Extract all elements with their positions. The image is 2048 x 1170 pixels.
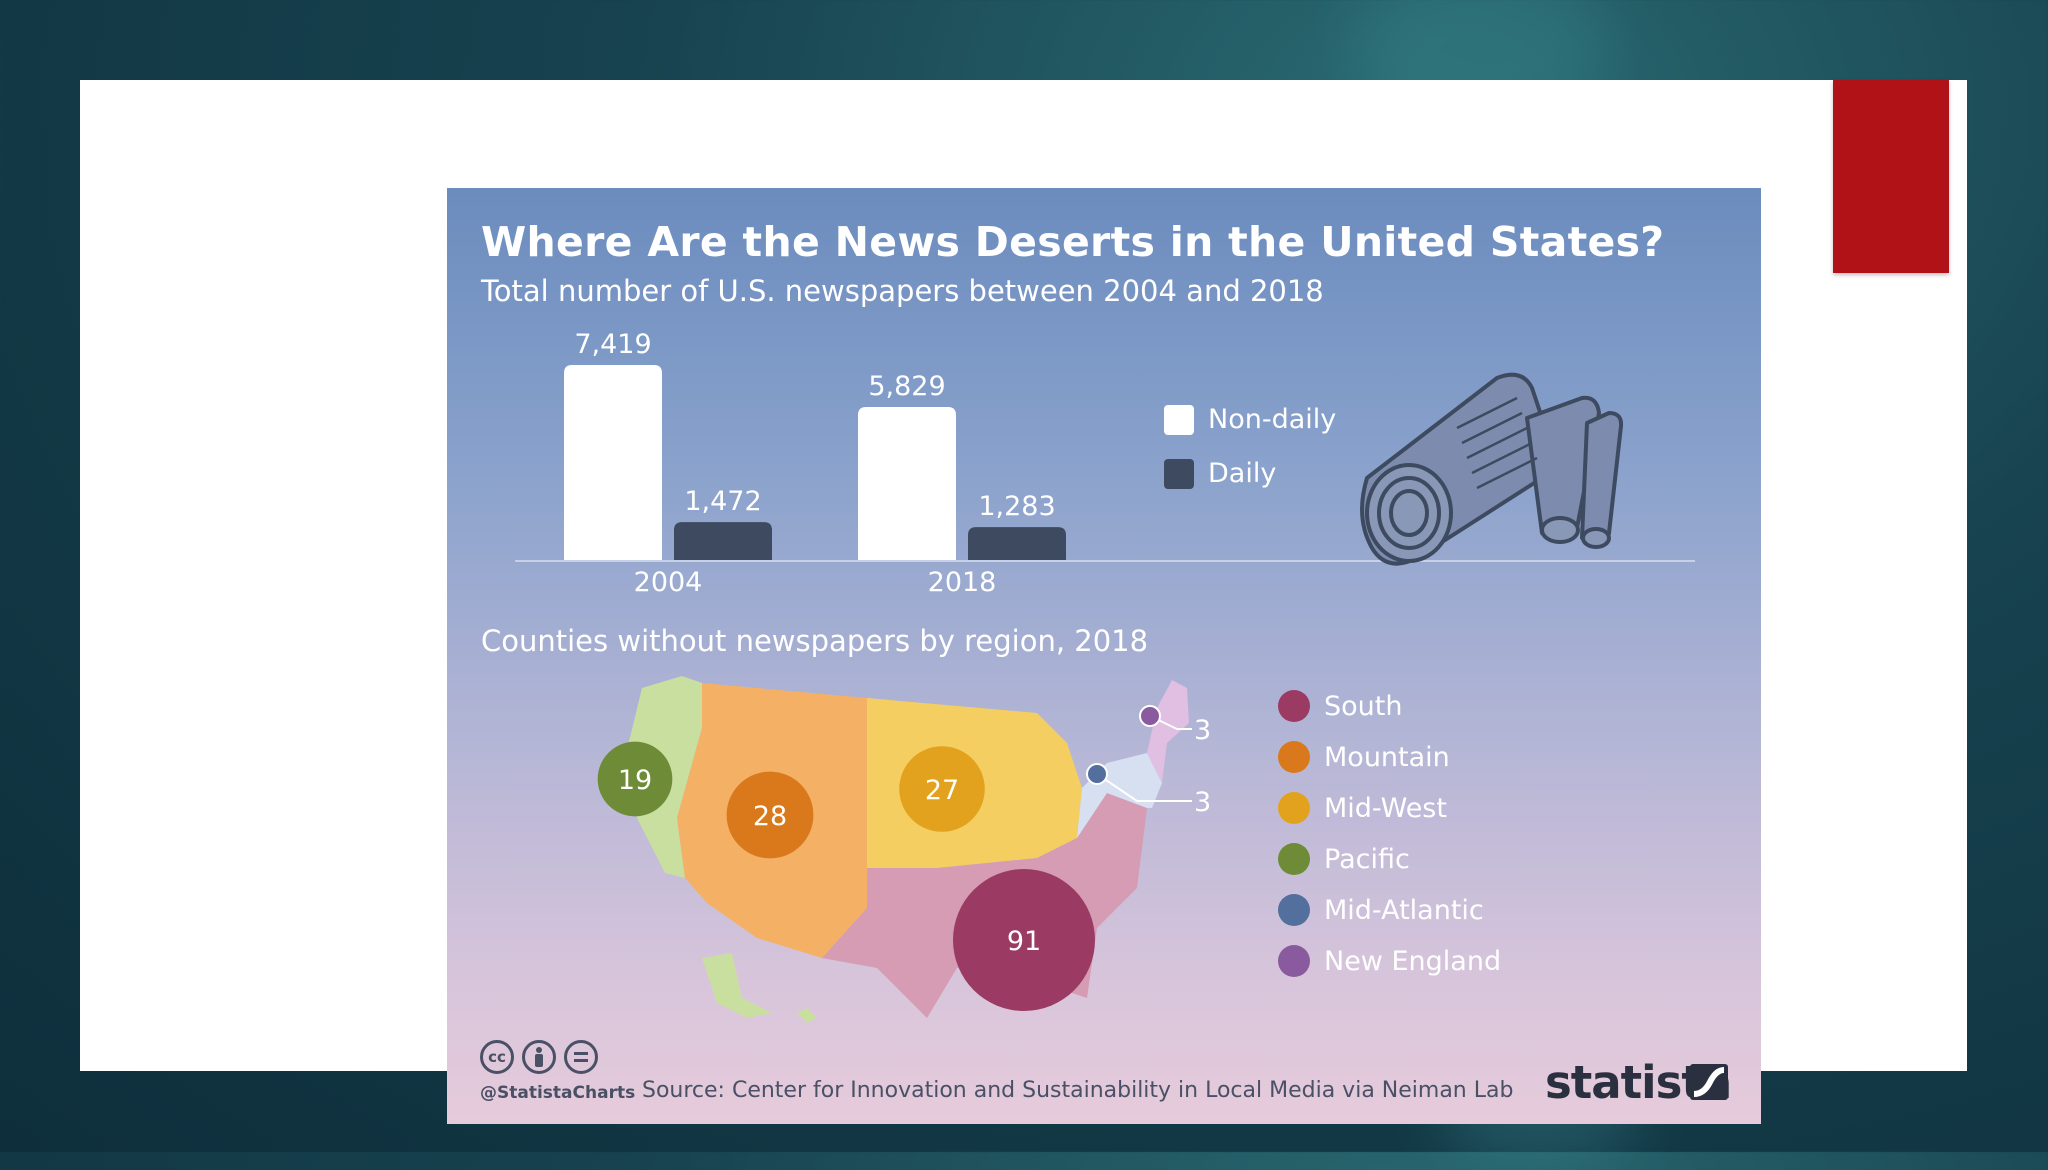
region-hawaii	[797, 1008, 817, 1023]
bubble-new-england	[1139, 705, 1161, 727]
bar-chart: 7,419 1,472 2004 5,829 1,283 2018	[515, 329, 1695, 598]
legend-mountain: Mountain	[1278, 741, 1450, 773]
x-tick-label-2004: 2004	[634, 567, 703, 598]
map-title: Counties without newspapers by region, 2…	[481, 624, 1149, 658]
legend-south: South	[1278, 690, 1402, 722]
data-label-daily-2018: 1,283	[978, 491, 1055, 522]
bubble-mid-west	[899, 746, 985, 832]
bubble-mountain	[726, 771, 814, 859]
slide-accent-tab	[1833, 80, 1949, 273]
bar-daily-2018	[968, 527, 1066, 561]
legend-dot-pacific	[1278, 843, 1310, 875]
region-bubbles: 91 28 27 19 3 3	[597, 705, 1211, 1012]
data-label-non-daily-2004: 7,419	[574, 329, 651, 360]
legend-new-england: New England	[1278, 945, 1501, 977]
infographic: Where Are the News Deserts in the United…	[447, 188, 1761, 1124]
legend-midwest: Mid-West	[1278, 792, 1447, 824]
bar-non-daily-2018	[858, 407, 956, 561]
region-alaska	[702, 953, 772, 1018]
legend-dot-south	[1278, 690, 1310, 722]
data-label-non-daily-2018: 5,829	[868, 371, 945, 402]
data-label-daily-2004: 1,472	[684, 486, 761, 517]
legend-dot-mountain	[1278, 741, 1310, 773]
source-note: Source: Center for Innovation and Sustai…	[642, 1078, 1514, 1103]
bubble-label-mid-atlantic: 3	[1194, 787, 1211, 818]
bubble-pacific	[597, 741, 673, 817]
legend-swatch-non-daily	[1164, 404, 1194, 435]
chart-subtitle: Total number of U.S. newspapers between …	[481, 274, 1324, 308]
social-handle[interactable]: @StatistaCharts	[480, 1083, 636, 1103]
by-icon[interactable]	[522, 1040, 556, 1074]
bubble-label-new-england: 3	[1194, 715, 1211, 746]
region-new-england	[1147, 680, 1189, 783]
legend-label-mid-atlantic: Mid-Atlantic	[1324, 894, 1484, 926]
legend-label-non-daily: Non-daily	[1208, 404, 1337, 435]
nd-icon[interactable]	[564, 1040, 598, 1074]
legend-mid-atlantic: Mid-Atlantic	[1278, 894, 1484, 926]
legend-dot-new-england	[1278, 945, 1310, 977]
legend-pacific: Pacific	[1278, 843, 1410, 875]
bubble-label-south: 91	[1007, 926, 1041, 957]
slide-canvas: Where Are the News Deserts in the United…	[80, 80, 1967, 1124]
callout-line-mid-atlantic	[1096, 773, 1192, 802]
chart-title: Where Are the News Deserts in the United…	[481, 218, 1665, 266]
bubble-south	[952, 868, 1096, 1012]
license-icons: cc	[480, 1040, 598, 1074]
legend-dot-mid-atlantic	[1278, 894, 1310, 926]
brand-mark-icon	[1690, 1064, 1728, 1100]
bubble-mid-atlantic	[1086, 763, 1108, 785]
cc-icon[interactable]: cc	[480, 1040, 514, 1074]
bar-daily-2004	[674, 522, 772, 561]
bubble-label-mountain: 28	[753, 801, 787, 832]
bubble-label-pacific: 19	[618, 765, 652, 796]
legend-label-mountain: Mountain	[1324, 741, 1450, 773]
legend-non-daily: Non-daily	[1164, 404, 1336, 435]
x-tick-label-2018: 2018	[928, 567, 997, 598]
legend-label-new-england: New England	[1324, 945, 1502, 977]
legend-daily: Daily	[1164, 458, 1276, 489]
newspaper-illustration	[1360, 372, 1624, 566]
legend-label-daily: Daily	[1208, 458, 1277, 489]
legend-swatch-daily	[1164, 458, 1194, 489]
legend-label-pacific: Pacific	[1324, 843, 1410, 875]
legend-label-midwest: Mid-West	[1324, 792, 1447, 824]
bubble-label-mid-west: 27	[925, 775, 959, 806]
bar-non-daily-2004	[564, 365, 662, 561]
legend-dot-midwest	[1278, 792, 1310, 824]
legend-label-south: South	[1324, 690, 1403, 722]
